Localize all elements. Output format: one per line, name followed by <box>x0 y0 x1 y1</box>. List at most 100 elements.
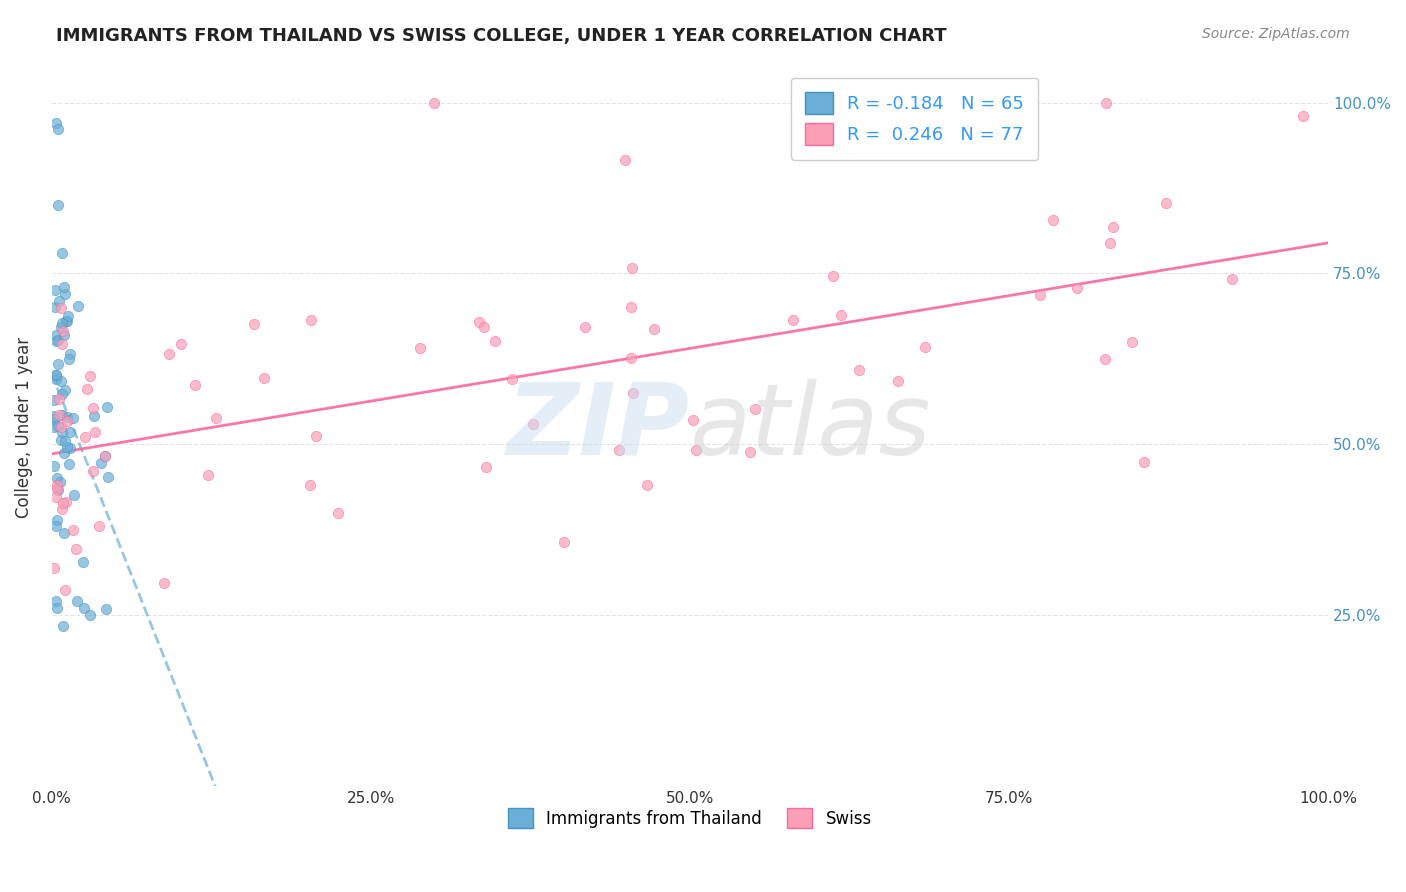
Point <box>45 116 67 130</box>
Point <box>53 583 76 598</box>
Point <box>1220 271 1243 285</box>
Point <box>82 401 104 416</box>
Point <box>45 368 67 383</box>
Point <box>48 357 70 371</box>
Point <box>636 477 658 491</box>
Point <box>96 400 118 414</box>
Point <box>62 523 84 537</box>
Point <box>51 337 73 351</box>
Point <box>59 425 82 439</box>
Point <box>45 372 67 386</box>
Point <box>56 314 79 328</box>
Point <box>204 411 226 425</box>
Point <box>42 392 65 407</box>
Text: atlas: atlas <box>690 378 932 475</box>
Point <box>66 594 89 608</box>
Point <box>51 246 73 260</box>
Point <box>170 336 193 351</box>
Point <box>48 293 70 308</box>
Point <box>51 502 73 516</box>
Point <box>79 368 101 383</box>
Point <box>468 315 491 329</box>
Point <box>63 488 86 502</box>
Point <box>46 333 69 347</box>
Text: IMMIGRANTS FROM THAILAND VS SWISS COLLEGE, UNDER 1 YEAR CORRELATION CHART: IMMIGRANTS FROM THAILAND VS SWISS COLLEG… <box>56 27 946 45</box>
Point <box>45 328 67 343</box>
Point <box>51 316 73 330</box>
Point <box>157 347 180 361</box>
Point <box>79 607 101 622</box>
Point <box>301 313 323 327</box>
Point <box>45 470 67 484</box>
Text: ZIP: ZIP <box>508 378 690 475</box>
Point <box>1066 280 1088 294</box>
Point <box>51 425 73 440</box>
Point <box>614 153 637 168</box>
Point <box>886 374 908 388</box>
Point <box>299 478 322 492</box>
Point <box>48 483 70 498</box>
Legend: Immigrants from Thailand, Swiss: Immigrants from Thailand, Swiss <box>502 801 879 835</box>
Point <box>82 464 104 478</box>
Point <box>738 445 761 459</box>
Point <box>45 519 67 533</box>
Point <box>823 269 845 284</box>
Point <box>46 477 69 491</box>
Point <box>1094 352 1116 367</box>
Point <box>56 414 79 428</box>
Point <box>45 513 67 527</box>
Point <box>94 450 117 464</box>
Point <box>1029 288 1052 302</box>
Point <box>94 449 117 463</box>
Point <box>620 261 643 276</box>
Point <box>58 458 80 472</box>
Point <box>830 308 852 322</box>
Point <box>90 456 112 470</box>
Point <box>1156 196 1178 211</box>
Point <box>522 417 544 431</box>
Point <box>1133 455 1156 469</box>
Point <box>44 459 66 474</box>
Point <box>72 555 94 569</box>
Point <box>475 459 498 474</box>
Point <box>53 287 76 301</box>
Point <box>49 375 72 389</box>
Point <box>53 434 76 448</box>
Point <box>46 418 69 433</box>
Point <box>45 490 67 504</box>
Point <box>67 299 90 313</box>
Point <box>409 341 432 355</box>
Point <box>49 420 72 434</box>
Point <box>52 280 75 294</box>
Point <box>1042 213 1064 227</box>
Point <box>46 198 69 212</box>
Point <box>55 494 77 508</box>
Point <box>51 433 73 447</box>
Point <box>197 467 219 482</box>
Point <box>45 482 67 496</box>
Point <box>46 121 69 136</box>
Point <box>83 409 105 423</box>
Point <box>56 410 79 425</box>
Point <box>848 363 870 377</box>
Point <box>48 408 70 422</box>
Point <box>59 442 82 456</box>
Point <box>574 319 596 334</box>
Point <box>49 320 72 334</box>
Point <box>45 594 67 608</box>
Point <box>53 383 76 397</box>
Point <box>42 409 65 423</box>
Point <box>42 419 65 434</box>
Point <box>73 601 96 615</box>
Point <box>52 328 75 343</box>
Point <box>42 411 65 425</box>
Point <box>62 411 84 425</box>
Point <box>744 401 766 416</box>
Point <box>423 95 446 110</box>
Point <box>76 382 98 396</box>
Point <box>914 341 936 355</box>
Point <box>1291 109 1313 123</box>
Point <box>49 301 72 315</box>
Point <box>44 368 66 383</box>
Point <box>621 385 644 400</box>
